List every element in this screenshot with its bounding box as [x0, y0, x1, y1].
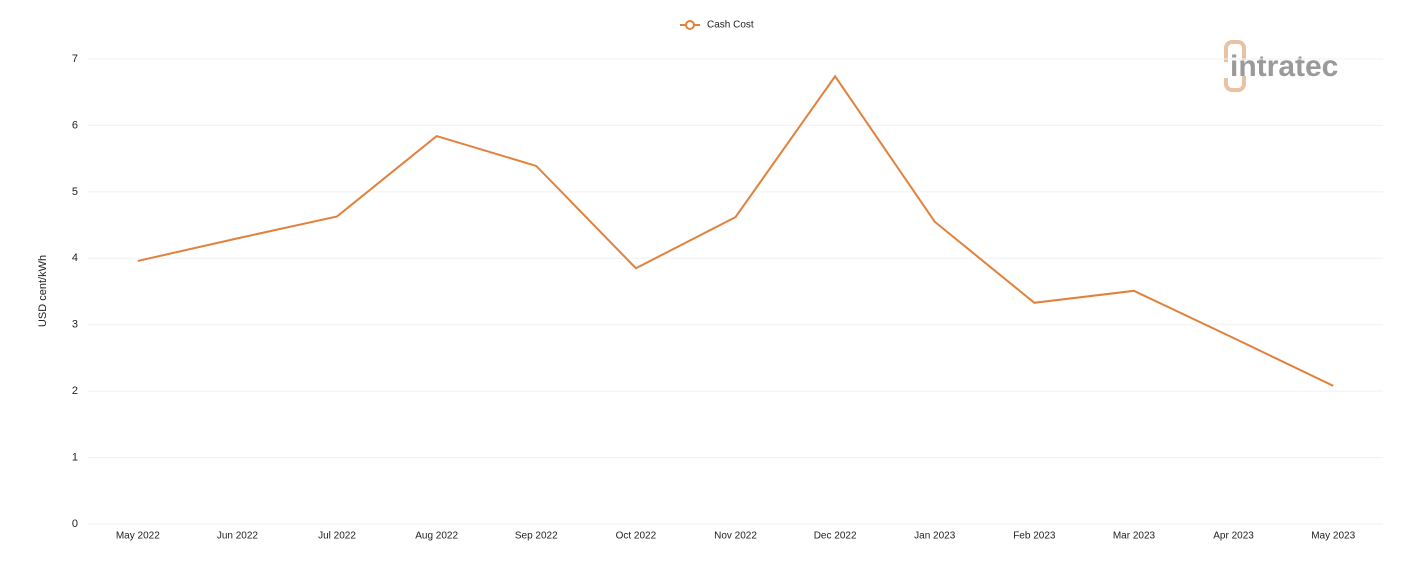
y-axis-label: USD cent/kWh [37, 255, 49, 327]
y-tick-label: 2 [72, 385, 78, 397]
line [137, 74, 1334, 387]
y-tick-label: 3 [72, 319, 78, 331]
x-tick-label: Feb 2023 [1013, 531, 1056, 542]
legend-label: Cash Cost [707, 20, 754, 31]
y-tick-label: 6 [72, 119, 78, 131]
x-tick-label: Nov 2022 [714, 531, 757, 542]
x-tick-label: Oct 2022 [616, 531, 657, 542]
x-tick-label: Apr 2023 [1213, 531, 1254, 542]
legend-marker [685, 20, 695, 30]
y-tick-label: 7 [72, 53, 78, 65]
logo-mark [1224, 40, 1246, 92]
y-tick-label: 1 [72, 451, 78, 463]
x-tick-label: Sep 2022 [515, 531, 558, 542]
x-tick-label: Aug 2022 [415, 531, 458, 542]
x-tick-label: Jul 2022 [318, 531, 356, 542]
x-tick-label: Jan 2023 [914, 531, 956, 542]
logo: intratec [1230, 50, 1338, 83]
x-tick-label: Jun 2022 [217, 531, 259, 542]
x-tick-label: Mar 2023 [1113, 531, 1156, 542]
x-tick-label: May 2022 [116, 531, 160, 542]
x-tick-label: Dec 2022 [814, 531, 857, 542]
y-tick-label: 5 [72, 186, 78, 198]
y-tick-label: 4 [72, 252, 78, 264]
x-tick-label: May 2023 [1311, 531, 1355, 542]
y-tick-label: 0 [72, 518, 78, 530]
